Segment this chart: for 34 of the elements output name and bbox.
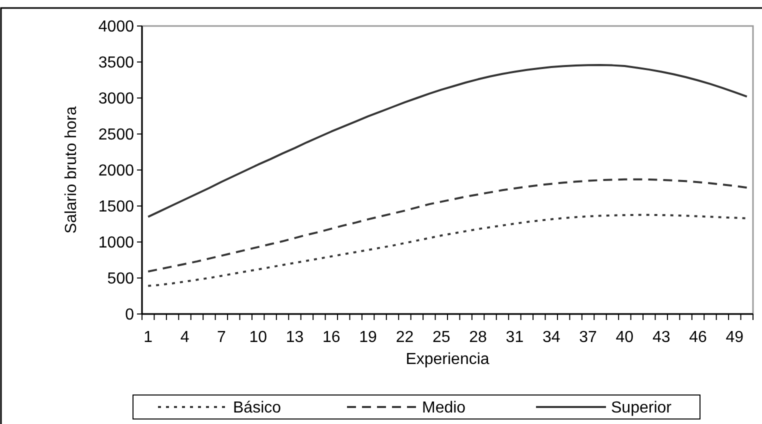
x-tick-label: 25 bbox=[432, 329, 450, 346]
x-tick-label: 7 bbox=[216, 329, 226, 346]
x-tick-label: 19 bbox=[359, 329, 378, 346]
x-tick-label: 16 bbox=[322, 329, 340, 346]
x-tick-label: 37 bbox=[579, 329, 598, 346]
x-tick-label: 40 bbox=[616, 329, 634, 346]
x-tick-label: 13 bbox=[286, 329, 304, 346]
y-tick-label: 0 bbox=[125, 306, 134, 324]
x-tick-label: 1 bbox=[144, 329, 153, 346]
line-series bbox=[147, 214, 748, 287]
x-tick-label: 49 bbox=[726, 329, 744, 346]
y-tick-label: 3000 bbox=[98, 90, 134, 108]
y-axis-title: Salario bruto hora bbox=[63, 106, 80, 234]
line-series bbox=[147, 64, 748, 218]
y-tick-label: 1500 bbox=[98, 198, 134, 216]
y-tick-label: 3500 bbox=[98, 54, 134, 72]
y-tick-label: 1000 bbox=[98, 234, 134, 252]
legend-label: Superior bbox=[611, 400, 672, 417]
x-tick-label: 43 bbox=[652, 329, 670, 346]
x-tick-label: 31 bbox=[506, 329, 524, 346]
y-tick-label: 2500 bbox=[98, 126, 134, 144]
y-tick-label: 500 bbox=[107, 270, 134, 288]
line-series bbox=[147, 178, 748, 273]
x-tick-label: 22 bbox=[396, 329, 414, 346]
y-tick-label: 4000 bbox=[98, 18, 134, 36]
legend-label: Medio bbox=[422, 400, 466, 417]
x-tick-label: 28 bbox=[469, 329, 488, 346]
y-tick-label: 2000 bbox=[98, 162, 134, 180]
x-tick-label: 10 bbox=[249, 329, 268, 346]
x-tick-label: 46 bbox=[689, 329, 708, 346]
x-axis-title: Experiencia bbox=[406, 351, 490, 368]
x-tick-label: 34 bbox=[542, 329, 560, 346]
legend-label: Básico bbox=[233, 400, 282, 417]
x-tick-label: 4 bbox=[180, 329, 190, 346]
